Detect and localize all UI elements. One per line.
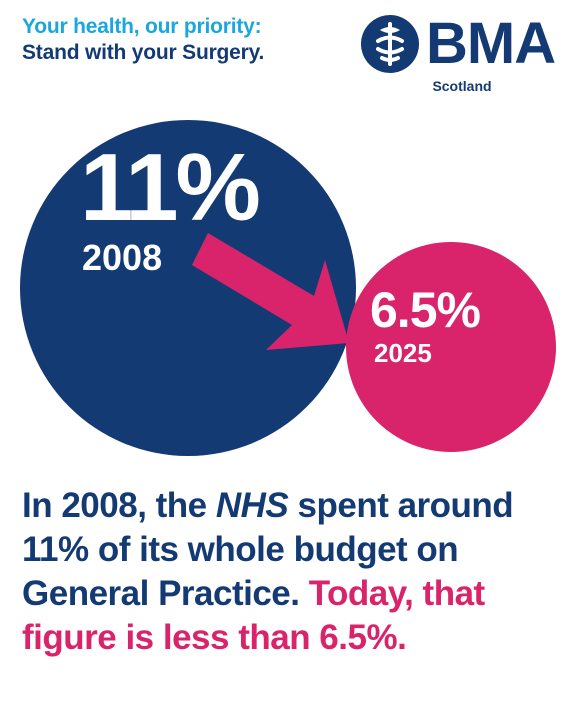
statement-emphasis: NHS bbox=[215, 486, 289, 525]
tagline-line-2: Stand with your Surgery. bbox=[22, 41, 265, 64]
budget-graphic bbox=[20, 120, 556, 456]
logo-region: Scotland bbox=[432, 78, 492, 94]
past-percentage: 11% bbox=[80, 134, 261, 241]
present-share-circle bbox=[346, 242, 556, 452]
tagline-line-1: Your health, our priority: bbox=[22, 15, 262, 38]
past-share-circle bbox=[20, 120, 356, 456]
statement-part-1: In 2008, the bbox=[22, 486, 216, 525]
decline-arrow-icon bbox=[192, 233, 349, 350]
past-year: 2008 bbox=[82, 237, 163, 278]
statement-part-2: spent around 11% of its whole budget on … bbox=[22, 486, 514, 613]
budget-statement: In 2008, the NHS spent around 11% of its… bbox=[22, 484, 574, 660]
present-percentage: 6.5% bbox=[370, 282, 481, 338]
tagline: Your health, our priority: Stand with yo… bbox=[22, 14, 264, 66]
present-year: 2025 bbox=[374, 338, 432, 368]
rod-of-asclepius-icon bbox=[361, 15, 419, 73]
bma-logo: BMA Scotland bbox=[360, 11, 560, 100]
logo-wordmark: BMA bbox=[426, 11, 556, 76]
statement-highlight: Today, that figure is less than 6.5%. bbox=[22, 574, 485, 657]
